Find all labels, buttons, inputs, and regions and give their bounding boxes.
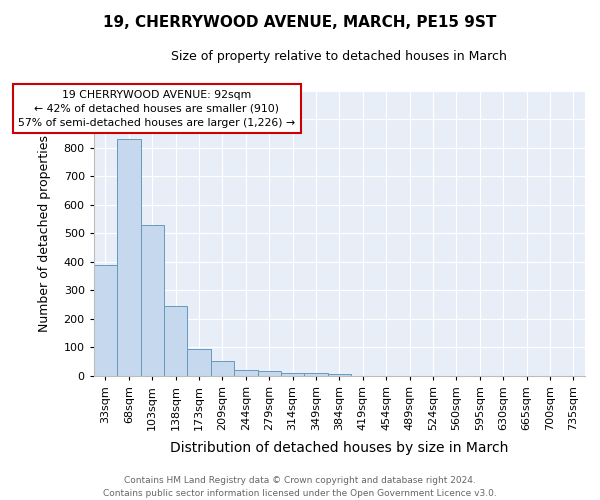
Text: 19, CHERRYWOOD AVENUE, MARCH, PE15 9ST: 19, CHERRYWOOD AVENUE, MARCH, PE15 9ST	[103, 15, 497, 30]
Bar	[164, 306, 187, 376]
Y-axis label: Number of detached properties: Number of detached properties	[38, 134, 51, 332]
X-axis label: Distribution of detached houses by size in March: Distribution of detached houses by size …	[170, 441, 509, 455]
Text: 19 CHERRYWOOD AVENUE: 92sqm
← 42% of detached houses are smaller (910)
57% of se: 19 CHERRYWOOD AVENUE: 92sqm ← 42% of det…	[19, 90, 295, 128]
Bar	[94, 264, 117, 376]
Bar	[257, 372, 281, 376]
Bar	[187, 348, 211, 376]
Bar	[281, 373, 304, 376]
Bar	[117, 139, 140, 376]
Title: Size of property relative to detached houses in March: Size of property relative to detached ho…	[172, 50, 508, 63]
Bar	[328, 374, 351, 376]
Bar	[234, 370, 257, 376]
Text: Contains HM Land Registry data © Crown copyright and database right 2024.
Contai: Contains HM Land Registry data © Crown c…	[103, 476, 497, 498]
Bar	[211, 362, 234, 376]
Bar	[304, 374, 328, 376]
Bar	[140, 224, 164, 376]
